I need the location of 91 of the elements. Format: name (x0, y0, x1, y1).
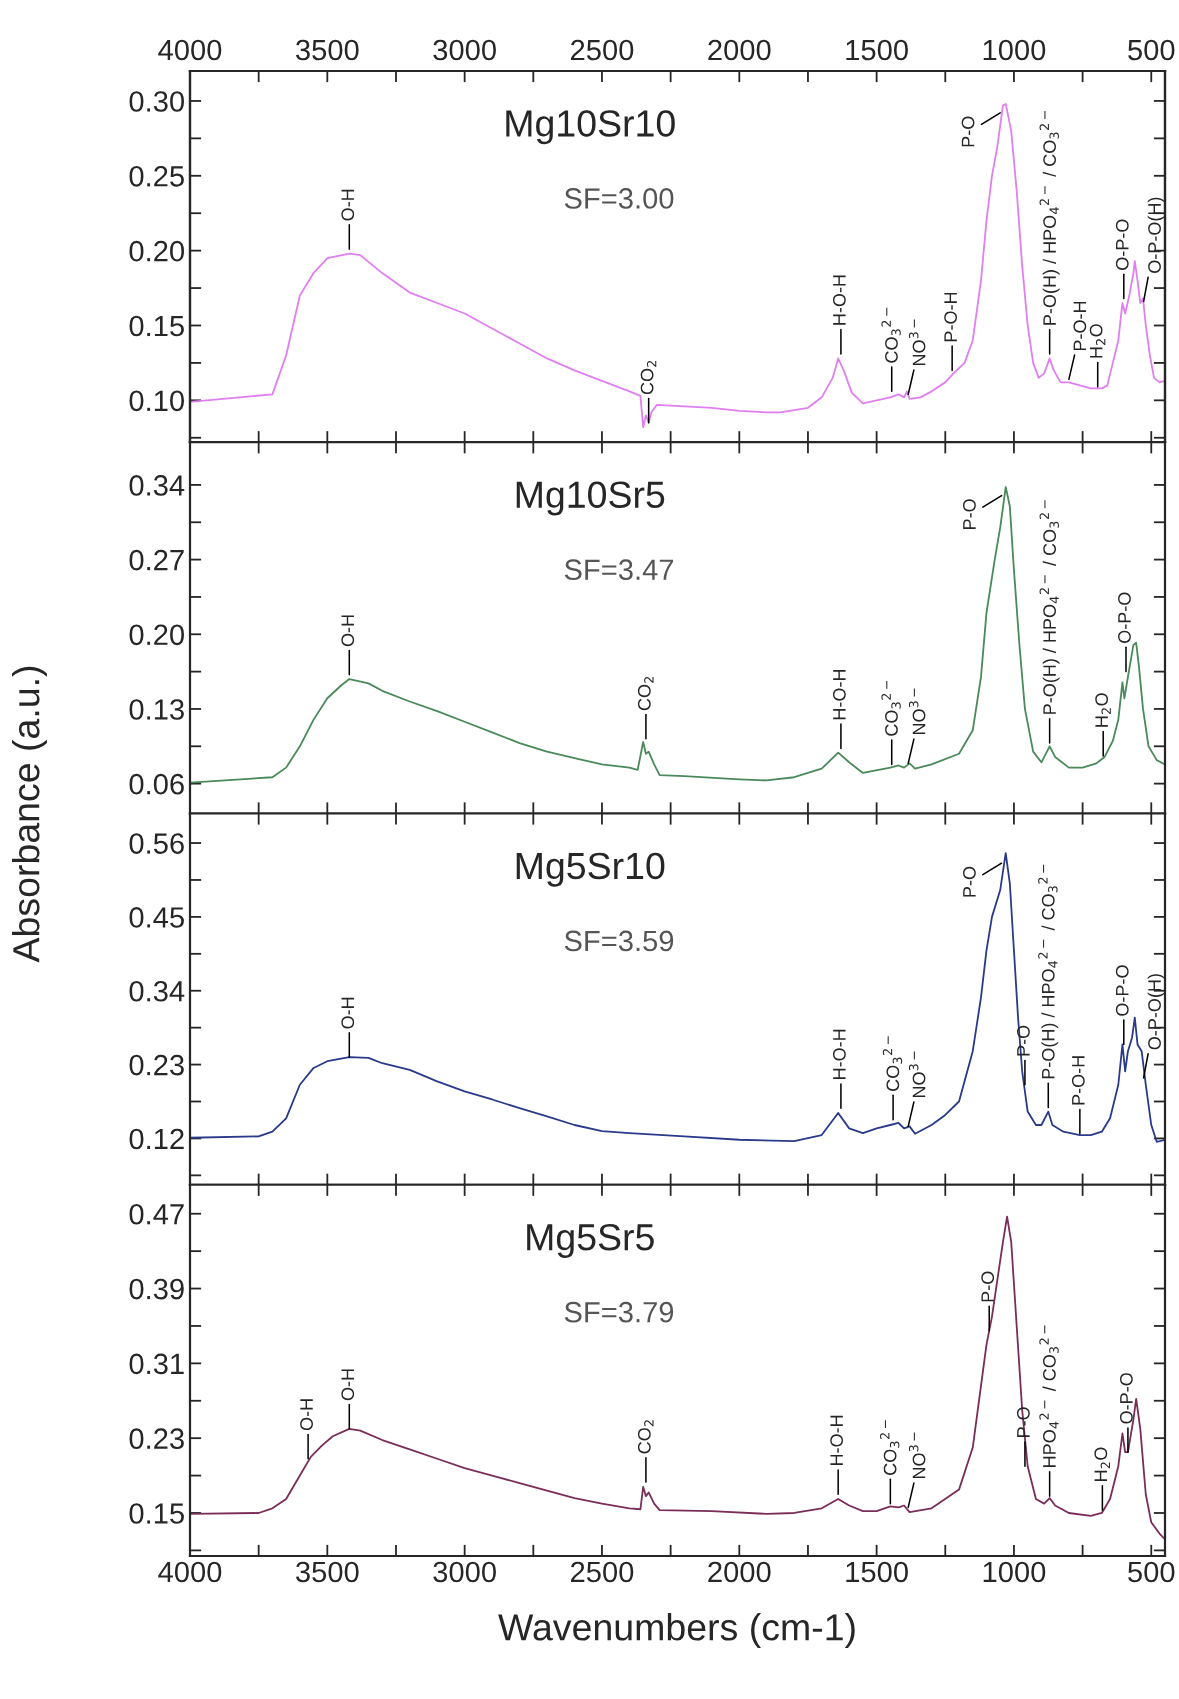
x2-tick-label: 3500 (296, 39, 359, 61)
y-tick-label: 0.34 (129, 980, 185, 1002)
y-tick-label: 0.27 (129, 549, 184, 571)
x-tick-label: 2500 (571, 1561, 634, 1583)
line-series (190, 103, 1165, 429)
x2-tick-label: 1000 (983, 39, 1046, 61)
x-tick-label: 500 (1128, 1561, 1175, 1583)
annotation: CO$_{3}$$^{2−}$ (881, 307, 901, 363)
x2-tick-label: 500 (1128, 39, 1175, 61)
y-tick-label: 0.06 (129, 773, 184, 795)
annotation: O-P-O (1115, 965, 1129, 1016)
y-tick-label: 0.45 (129, 907, 184, 928)
annotation: O-P-O (1119, 1373, 1133, 1424)
text: Mg5Sr5 (527, 1223, 654, 1258)
annotation: O-P-O (1118, 592, 1131, 643)
annotation: O-H (341, 1369, 355, 1401)
annotation: NO$^{3−}$ (908, 688, 926, 735)
x-tick-label: 3000 (433, 1561, 496, 1583)
annotation: O-P-O(H) (1147, 974, 1165, 1050)
annotation: H-O-H (832, 669, 846, 720)
x-tick-label: 3500 (296, 1561, 359, 1583)
annotation: P-O (963, 866, 976, 897)
annotation: CO$_{2}$ (637, 677, 654, 711)
y-tick-label: 0.34 (129, 475, 185, 496)
x-tick-label: 4000 (158, 1561, 222, 1583)
annotation: P-O(H) / HPO$_{4}$$^{2−}$ / CO$_{3}$$^{2−}$ (1039, 500, 1060, 714)
annotation: H$_{2}$O (1094, 1447, 1110, 1481)
annotation: NO$^{3−}$ (908, 1432, 926, 1479)
y-tick-label: 0.13 (129, 699, 184, 720)
x-tick-label: 1000 (983, 1561, 1046, 1583)
annotation: H$_{2}$O (1095, 693, 1111, 727)
annotation: P-O (981, 1271, 995, 1302)
annotation: P-O (1016, 1407, 1030, 1437)
text: SF=3.79 (564, 1301, 674, 1323)
x-tick-label: 2000 (708, 1561, 771, 1583)
annotation: CO$_{3}$$^{2−}$ (882, 1036, 903, 1091)
y-tick-label: 0.31 (129, 1353, 184, 1375)
text: SF=3.00 (564, 188, 674, 209)
annotation: CO$_{3}$$^{2−}$ (880, 1420, 900, 1475)
x2-tick-label: 2000 (708, 39, 771, 61)
annotation: H-O-H (832, 275, 846, 325)
annotation: P-O(H) / HPO$_{4}$$^{2−}$ / CO$_{3}$$^{2−}$ (1039, 111, 1060, 325)
x-tick-label: 1500 (846, 1561, 908, 1583)
annotation: P-O (963, 499, 976, 529)
annotation: P-O-H (1071, 1056, 1085, 1105)
x2-tick-label: 2500 (571, 39, 634, 61)
annotation: H-O-H (830, 1415, 844, 1466)
text: Mg5Sr10 (516, 852, 665, 887)
annotation: NO$^{3−}$ (908, 319, 926, 366)
line-series (190, 1215, 1165, 1541)
annotation: NO$^{3−}$ (908, 1051, 926, 1098)
annotation: P-O(H) / HPO$_{4}$$^{2−}$ / CO$_{3}$$^{2−}$ (1038, 864, 1059, 1079)
annotation: O-H (341, 189, 355, 221)
y-axis-title: Absorbance (a.u.) (12, 666, 47, 963)
y-tick-label: 0.30 (129, 91, 184, 112)
annotation: CO$_{2}$ (640, 360, 657, 395)
y-tick-label: 0.20 (129, 240, 184, 262)
annotation: P-O (961, 116, 975, 147)
y-tick-label: 0.20 (129, 624, 184, 646)
annotation: HPO$_{4}$$^{2−}$ / CO$_{3}$$^{2−}$ (1039, 1325, 1059, 1467)
annotation: O-P-O (1115, 219, 1129, 270)
y-tick-label: 0.39 (129, 1278, 184, 1300)
annotation: P-O-H (1073, 301, 1087, 351)
x2-tick-label: 3000 (433, 39, 496, 61)
y-tick-label: 0.25 (129, 165, 184, 187)
y-tick-label: 0.15 (129, 1503, 184, 1524)
y-tick-label: 0.23 (129, 1054, 184, 1076)
annotation: CO$_{2}$ (637, 1420, 654, 1454)
text: Mg10Sr10 (506, 110, 675, 145)
annotation: O-H (341, 997, 355, 1029)
x-axis-title: Wavenumbers (cm-1) (498, 1613, 855, 1648)
annotation: H$_{2}$O (1089, 324, 1106, 358)
x2-tick-label: 4000 (158, 39, 222, 61)
annotation: P-O-H (944, 292, 957, 342)
y-tick-label: 0.10 (129, 390, 184, 412)
x2-tick-label: 1500 (846, 39, 908, 61)
annotation: O-P-O(H) (1147, 197, 1165, 273)
y-tick-label: 0.56 (129, 833, 184, 854)
text: Mg10Sr5 (516, 481, 665, 516)
y-tick-label: 0.15 (129, 315, 184, 337)
annotation: CO$_{3}$$^{2−}$ (881, 680, 901, 736)
annotation: O-H (341, 615, 355, 647)
y-tick-label: 0.23 (129, 1428, 184, 1450)
y-tick-label: 0.47 (129, 1203, 184, 1225)
text: SF=3.47 (564, 559, 674, 581)
text: SF=3.59 (564, 930, 674, 952)
y-tick-label: 0.12 (129, 1128, 184, 1150)
annotation: P-O (1016, 1025, 1030, 1056)
annotation: O-H (300, 1399, 313, 1431)
annotation: H-O-H (832, 1029, 846, 1079)
line-series (190, 852, 1165, 1143)
